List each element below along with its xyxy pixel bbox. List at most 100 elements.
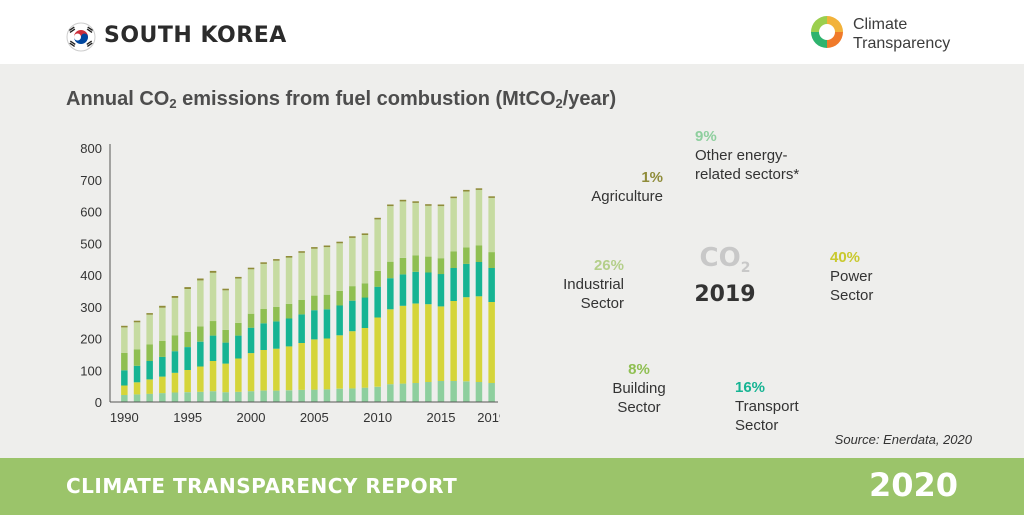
bar-industrial-2019 [488, 197, 495, 253]
title-sub-2: 2 [555, 96, 563, 111]
bar-agriculture-1998 [222, 288, 229, 291]
bar-industrial-2000 [247, 269, 255, 314]
bar-agriculture-2003 [285, 256, 293, 258]
bar-other-2015 [437, 381, 445, 402]
bar-transport-2004 [298, 314, 305, 343]
x-axis: 1990 1995 2000 2005 2010 2015 2019 [110, 401, 500, 425]
bar-building-2009 [361, 283, 369, 298]
bar-transport-1995 [184, 347, 191, 370]
bar-other-2010 [374, 386, 381, 402]
pct-industrial: 26% [593, 257, 624, 274]
bar-building-2008 [349, 286, 356, 301]
logo-line-1: Climate [853, 16, 908, 33]
bar-agriculture-1999 [235, 276, 242, 279]
bars-group [121, 188, 495, 402]
bar-other-1994 [171, 392, 179, 402]
bar-agriculture-2018 [475, 188, 483, 190]
bar-other-2000 [247, 391, 255, 402]
bar-industrial-2018 [475, 189, 483, 246]
bar-industrial-2014 [425, 205, 432, 257]
label-building-line2: Sector [617, 399, 661, 416]
bar-transport-2018 [475, 262, 483, 297]
bar-industrial-2017 [463, 191, 470, 248]
bar-agriculture-2009 [361, 233, 369, 235]
bar-power-1993 [159, 376, 166, 394]
label-building: 8% Building Sector [604, 360, 674, 417]
bar-transport-1997 [209, 335, 217, 361]
bar-other-2019 [488, 382, 495, 402]
country-title: SOUTH KOREA [104, 23, 287, 48]
footer-bar [0, 458, 1024, 515]
bar-building-1991 [133, 349, 141, 366]
bar-building-2002 [273, 306, 280, 322]
label-agriculture: 1% Agriculture [583, 168, 663, 206]
bar-other-1998 [222, 392, 229, 402]
title-sub-1: 2 [169, 96, 177, 111]
bar-agriculture-1991 [133, 320, 141, 323]
donut-chart: CO2 2019 [694, 243, 755, 307]
bar-transport-1999 [235, 335, 242, 359]
bar-building-2012 [399, 257, 407, 275]
label-power-line1: Power [830, 268, 873, 285]
bar-transport-2012 [399, 274, 407, 306]
bar-building-1996 [197, 326, 204, 342]
label-other: 9% Other energy- related sectors* [695, 127, 799, 184]
y-tick-label-600: 600 [80, 205, 102, 220]
bar-transport-2000 [247, 327, 255, 354]
label-industrial-line2: Sector [580, 295, 624, 312]
bar-building-1999 [235, 322, 242, 336]
title-part-2: emissions from fuel combustion (MtCO [176, 88, 556, 110]
label-transport-line1: Transport [735, 398, 799, 415]
bar-transport-2015 [437, 274, 445, 307]
label-agriculture-line1: Agriculture [591, 188, 663, 205]
bar-power-2008 [349, 331, 356, 389]
donut-center-co2: CO2 [700, 243, 751, 276]
bar-power-2005 [311, 339, 318, 390]
bar-industrial-2013 [412, 202, 419, 256]
bar-building-1997 [209, 321, 217, 336]
bar-transport-1990 [121, 370, 128, 386]
bar-building-2003 [285, 303, 293, 319]
bar-industrial-1992 [146, 314, 153, 345]
bar-other-2008 [349, 388, 356, 402]
bar-agriculture-2016 [450, 196, 457, 199]
bar-other-2014 [425, 382, 432, 402]
bar-building-2017 [463, 247, 470, 264]
bar-transport-2008 [349, 300, 356, 332]
climate-transparency-logo-icon [811, 16, 843, 48]
bar-building-2011 [387, 261, 394, 279]
x-tick-label-1995: 1995 [173, 410, 202, 425]
bar-industrial-2007 [336, 243, 343, 291]
bar-building-2014 [425, 256, 432, 273]
bar-agriculture-2002 [273, 259, 280, 261]
bar-agriculture-2011 [387, 204, 394, 207]
bar-transport-2009 [361, 297, 369, 328]
bar-power-2006 [323, 338, 331, 390]
bar-industrial-2003 [285, 257, 293, 304]
bar-other-2009 [361, 387, 369, 402]
bar-agriculture-2006 [323, 245, 331, 248]
y-axis: 0 100 200 300 400 500 600 700 800 [80, 141, 111, 410]
bar-transport-1991 [133, 365, 141, 383]
bar-agriculture-1995 [184, 287, 191, 289]
bar-power-2019 [488, 302, 495, 383]
chart-title: Annual CO2 emissions from fuel combustio… [66, 88, 616, 111]
logo-line-2: Transparency [853, 35, 951, 52]
bar-agriculture-1993 [159, 305, 166, 308]
footer-year: 2020 [868, 466, 958, 504]
bar-other-2002 [273, 390, 280, 402]
bar-power-2013 [412, 303, 419, 383]
bar-power-2011 [387, 309, 394, 385]
bar-other-2013 [412, 382, 419, 402]
bar-industrial-2011 [387, 206, 394, 262]
bar-other-1996 [197, 391, 204, 402]
y-tick-label-800: 800 [80, 141, 102, 156]
bar-agriculture-2004 [298, 251, 305, 253]
bar-agriculture-2014 [425, 204, 432, 206]
x-tick-label-1990: 1990 [110, 410, 139, 425]
logo-text: Climate Transparency [853, 15, 950, 53]
bar-other-2007 [336, 388, 343, 402]
bar-industrial-1999 [235, 278, 242, 323]
bar-power-2016 [450, 301, 457, 381]
pct-power: 40% [830, 249, 861, 266]
